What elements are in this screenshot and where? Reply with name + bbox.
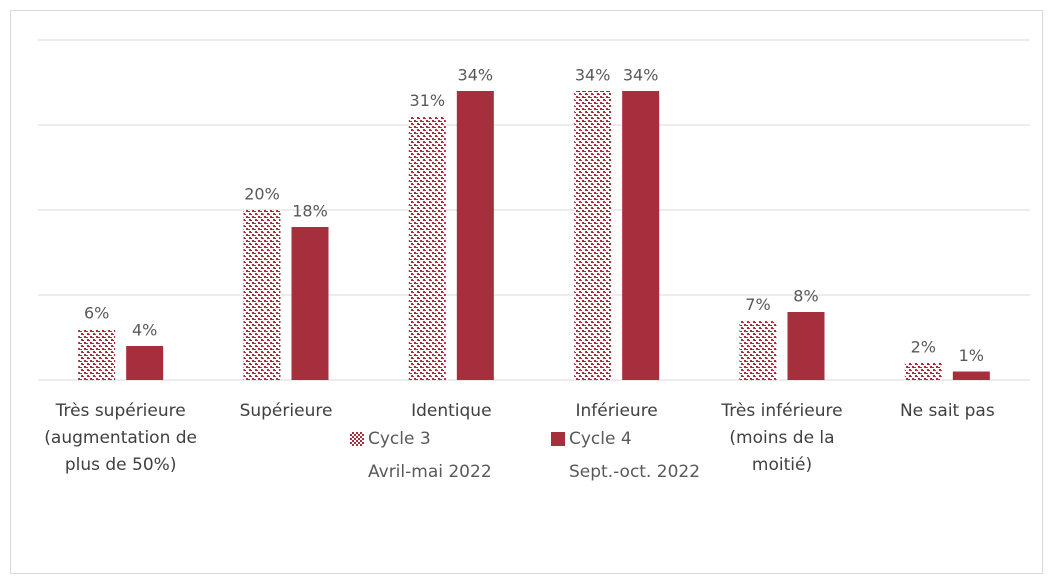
legend-swatch (551, 432, 565, 446)
x-tick-label: Inférieure (575, 401, 658, 421)
frame-border (10, 10, 1043, 574)
bar (78, 329, 116, 380)
x-tick-label: Supérieure (239, 401, 333, 421)
bar (574, 91, 612, 380)
x-tick-label: Ne sait pas (899, 401, 995, 421)
bar (291, 227, 329, 380)
x-tick-label: Très supérieure (augmentation de plus de… (44, 401, 198, 475)
bar (787, 312, 825, 380)
legend-entry: Cycle 4 Sept.-oct. 2022 (551, 423, 700, 489)
legend-swatch (350, 432, 364, 446)
data-label: 31% (410, 91, 446, 110)
bar (622, 91, 660, 380)
data-label: 2% (911, 338, 936, 357)
legend-entry: Cycle 3 Avril-mai 2022 (350, 423, 492, 489)
data-label: 20% (244, 185, 280, 204)
bar (456, 91, 494, 380)
bar (952, 371, 990, 380)
data-label: 34% (458, 66, 494, 85)
bar (408, 116, 446, 380)
bar (904, 363, 942, 380)
data-label: 7% (745, 295, 770, 314)
data-label: 18% (292, 202, 328, 221)
data-label: 4% (132, 321, 157, 340)
data-label: 6% (84, 304, 109, 323)
bar (739, 320, 777, 380)
data-label: 8% (793, 287, 818, 306)
bar (243, 210, 281, 380)
x-tick-label: Identique (411, 401, 492, 421)
bar (126, 346, 164, 380)
data-label: 34% (623, 66, 659, 85)
data-label: 34% (575, 66, 611, 85)
data-label: 1% (959, 346, 984, 365)
x-tick-label: Très inférieure (moins de la moitié) (721, 401, 843, 475)
